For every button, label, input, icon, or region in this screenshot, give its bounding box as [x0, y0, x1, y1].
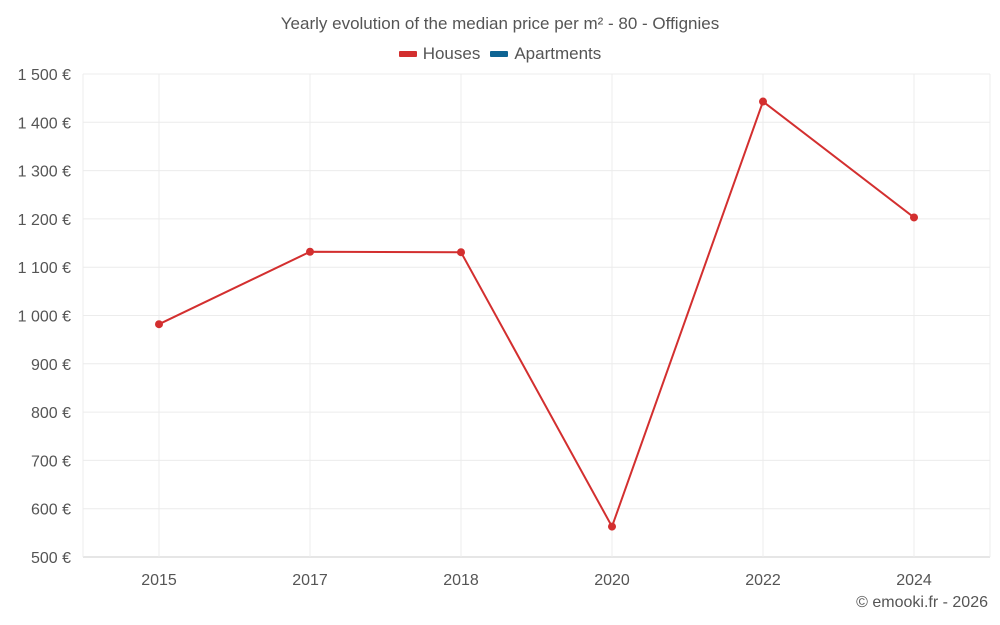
legend-swatch-apartments — [490, 51, 509, 57]
y-tick-label: 600 € — [31, 502, 71, 519]
legend-swatch-houses — [398, 51, 417, 57]
legend-label-apartments: Apartments — [514, 44, 602, 63]
x-tick-label: 2022 — [745, 572, 781, 589]
series-line-houses — [158, 100, 915, 528]
legend-label-houses: Houses — [422, 44, 481, 63]
y-tick-label: 1 300 € — [18, 164, 71, 181]
y-tick-label: 1 200 € — [18, 212, 71, 229]
x-tick-label: 2017 — [292, 572, 328, 589]
y-tick-label: 700 € — [31, 453, 71, 470]
data-point-houses[interactable] — [306, 247, 314, 256]
legend-item-houses[interactable]: Houses — [398, 44, 481, 64]
data-point-houses[interactable] — [910, 213, 918, 222]
credit-text: © emooki.fr - 2026 — [856, 594, 988, 611]
y-tick-label: 900 € — [31, 357, 71, 374]
x-tick-label: 2015 — [141, 572, 177, 589]
x-tick-label: 2018 — [443, 572, 479, 589]
data-point-houses[interactable] — [155, 320, 163, 329]
chart-title: Yearly evolution of the median price per… — [280, 14, 720, 33]
y-tick-label: 1 500 € — [18, 67, 71, 84]
data-point-houses[interactable] — [759, 97, 767, 106]
y-tick-label: 1 000 € — [18, 309, 71, 326]
data-point-houses[interactable] — [608, 522, 616, 531]
y-tick-label: 1 100 € — [18, 260, 71, 277]
legend: Houses Apartments — [0, 44, 1000, 64]
x-tick-label: 2020 — [594, 572, 630, 589]
x-tick-label: 2024 — [896, 572, 932, 589]
data-point-houses[interactable] — [457, 248, 465, 257]
y-tick-label: 500 € — [31, 550, 71, 567]
legend-item-apartments[interactable]: Apartments — [490, 44, 601, 64]
y-tick-label: 800 € — [31, 405, 71, 422]
y-tick-label: 1 400 € — [18, 115, 71, 132]
